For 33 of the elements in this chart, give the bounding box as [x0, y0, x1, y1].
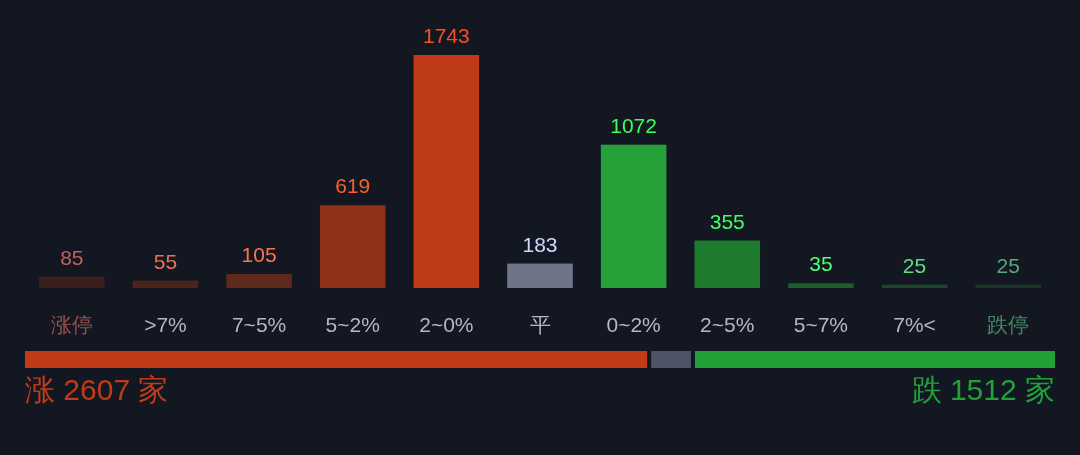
x-tick-label: 5~2%: [325, 313, 380, 336]
x-tick-label: 涨停: [50, 313, 93, 336]
data-label: 1072: [610, 113, 657, 137]
data-label: 55: [153, 249, 178, 273]
data-label: 1743: [423, 24, 470, 47]
data-label: 25: [902, 253, 927, 277]
data-label: 跌 1512 家: [911, 373, 1055, 406]
bar: [600, 144, 667, 288]
x-tick-label: 2~0%: [419, 313, 474, 336]
x-tick-label: 7%<: [893, 313, 936, 336]
data-label: 105: [241, 242, 277, 266]
bar: [507, 263, 573, 288]
data-label: 涨 2607 家: [25, 373, 169, 406]
bar: [319, 205, 386, 288]
data-label: 619: [335, 174, 371, 198]
x-tick-label: 2~5%: [700, 313, 755, 336]
data-label: 85: [60, 245, 84, 269]
x-tick-label: >7%: [144, 313, 187, 336]
bar: [694, 240, 761, 288]
x-tick-label: 平: [529, 313, 551, 336]
bar: [788, 283, 854, 288]
x-tick-label: 0~2%: [606, 313, 661, 336]
data-label: 183: [522, 232, 558, 256]
data-label: 35: [809, 252, 833, 276]
bar: [39, 276, 105, 288]
data-label: 355: [709, 209, 745, 233]
bar: [413, 55, 480, 288]
bar: [226, 273, 292, 288]
bar: [132, 280, 199, 288]
data-label: 25: [996, 253, 1020, 277]
x-tick-label: 7~5%: [231, 313, 287, 336]
x-tick-label: 5~7%: [793, 313, 849, 336]
x-tick-label: 跌停: [987, 313, 1030, 336]
